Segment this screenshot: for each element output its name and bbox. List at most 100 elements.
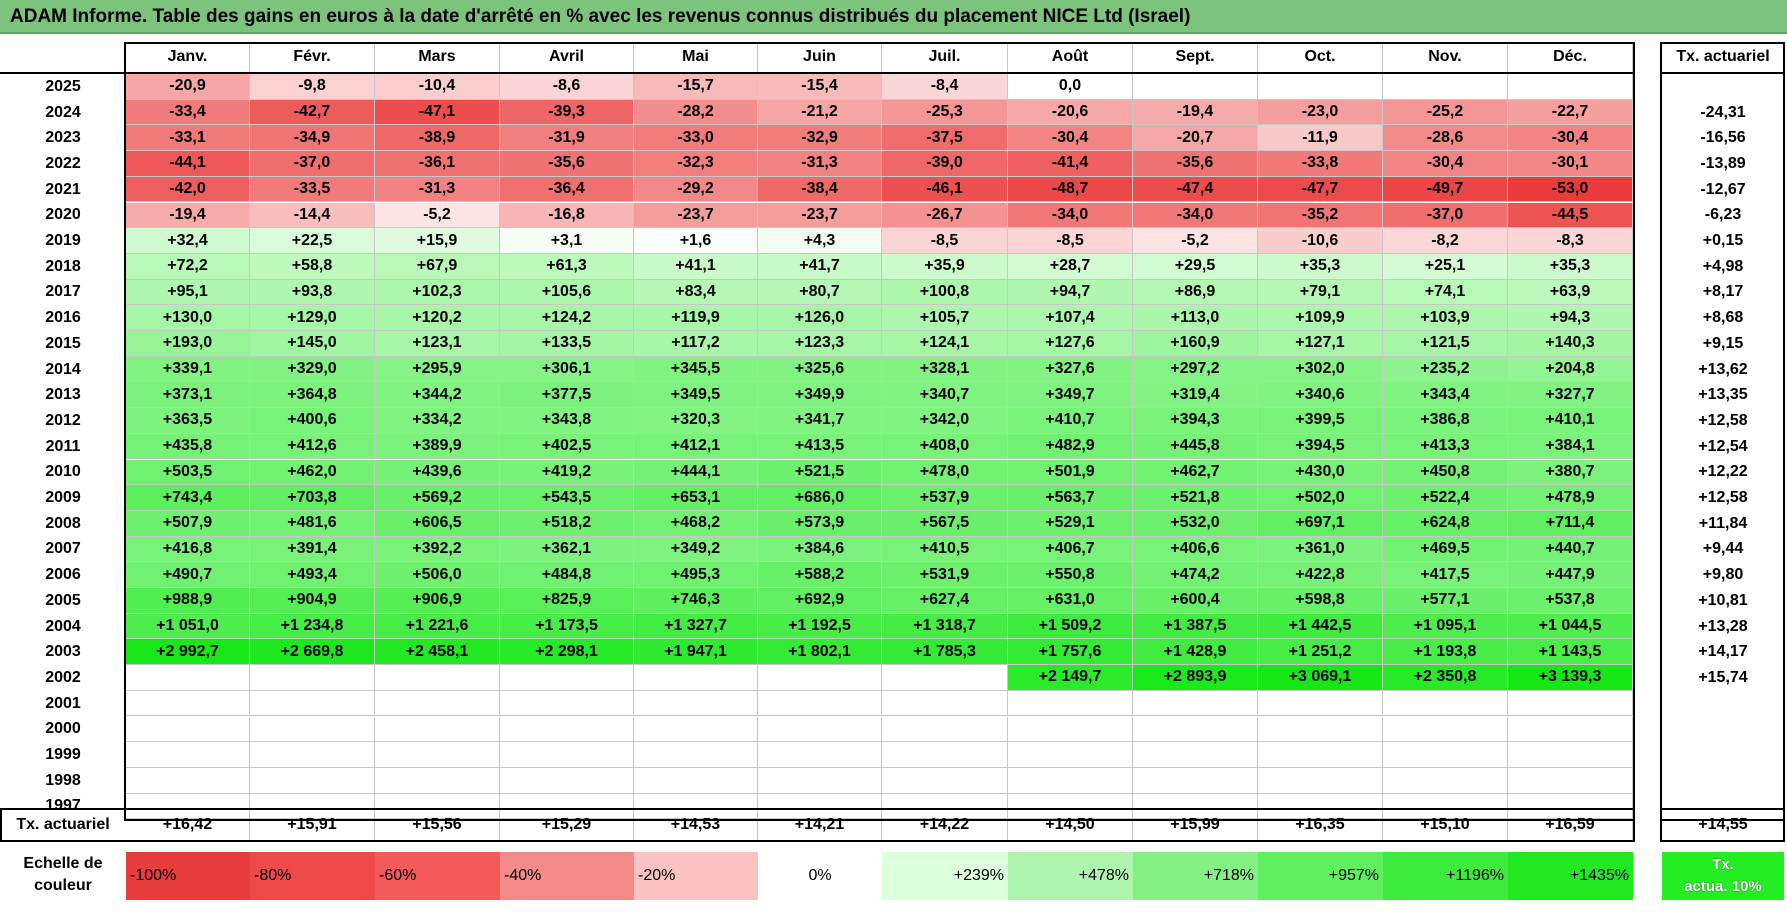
table-cell[interactable]: +598,8 [1258,588,1383,614]
table-cell[interactable]: +3,1 [500,228,634,254]
table-cell[interactable] [1133,767,1258,794]
table-cell[interactable]: -33,0 [634,125,758,152]
table-cell[interactable] [634,716,758,743]
table-cell[interactable] [882,665,1008,691]
table-cell[interactable]: +746,3 [634,588,758,614]
table-cell[interactable] [1258,793,1383,820]
table-cell[interactable]: -31,3 [758,151,882,177]
table-cell[interactable]: +63,9 [1508,279,1633,306]
table-cell[interactable]: +133,5 [500,331,634,357]
table-cell[interactable]: +204,8 [1508,356,1633,383]
table-cell[interactable] [126,742,250,768]
table-cell[interactable]: +462,7 [1133,459,1258,486]
table-cell[interactable]: +495,3 [634,562,758,588]
table-cell[interactable]: +1 221,6 [375,613,500,640]
table-cell[interactable] [1383,74,1508,100]
table-cell[interactable]: +80,7 [758,279,882,306]
table-cell[interactable]: +306,1 [500,356,634,383]
table-cell[interactable]: +72,2 [126,253,250,280]
table-cell[interactable]: -49,7 [1383,176,1508,203]
table-cell[interactable] [882,742,1008,768]
table-cell[interactable] [1508,74,1633,100]
table-cell[interactable]: +349,9 [758,382,882,409]
table-cell[interactable]: +28,7 [1008,253,1133,280]
table-cell[interactable]: +394,3 [1133,408,1258,434]
table-cell[interactable]: +93,8 [250,279,375,306]
table-cell[interactable] [1133,742,1258,768]
table-cell[interactable]: +410,1 [1508,408,1633,434]
table-cell[interactable]: +361,0 [1258,536,1383,563]
table-cell[interactable]: -8,3 [1508,228,1633,254]
table-cell[interactable]: +588,2 [758,562,882,588]
table-cell[interactable] [1133,793,1258,820]
table-cell[interactable]: +394,5 [1258,433,1383,460]
table-cell[interactable]: -19,4 [126,202,250,229]
table-cell[interactable]: +537,9 [882,485,1008,511]
table-cell[interactable]: +573,9 [758,510,882,537]
table-cell[interactable]: +328,1 [882,356,1008,383]
table-cell[interactable]: +25,1 [1383,253,1508,280]
table-cell[interactable]: +422,8 [1258,562,1383,588]
table-cell[interactable]: +386,8 [1383,408,1508,434]
table-cell[interactable] [375,690,500,717]
table-cell[interactable] [1258,716,1383,743]
table-cell[interactable] [250,793,375,820]
table-cell[interactable] [1508,793,1633,820]
table-cell[interactable]: +412,6 [250,433,375,460]
table-cell[interactable]: +481,6 [250,510,375,537]
table-cell[interactable] [500,665,634,691]
table-cell[interactable]: +340,7 [882,382,1008,409]
table-cell[interactable]: +600,4 [1133,588,1258,614]
table-cell[interactable]: -36,4 [500,176,634,203]
table-cell[interactable]: +904,9 [250,588,375,614]
table-cell[interactable]: -42,7 [250,99,375,126]
table-cell[interactable]: +94,7 [1008,279,1133,306]
table-cell[interactable]: +402,5 [500,433,634,460]
table-cell[interactable] [1008,793,1133,820]
table-cell[interactable]: +2 992,7 [126,639,250,666]
table-cell[interactable]: +490,7 [126,562,250,588]
table-cell[interactable]: +469,5 [1383,536,1508,563]
table-cell[interactable]: +743,4 [126,485,250,511]
table-cell[interactable]: +295,9 [375,356,500,383]
table-cell[interactable] [634,742,758,768]
table-cell[interactable]: +410,7 [1008,408,1133,434]
table-cell[interactable]: -15,7 [634,74,758,100]
table-cell[interactable]: +67,9 [375,253,500,280]
table-cell[interactable]: +577,1 [1383,588,1508,614]
table-cell[interactable] [1383,767,1508,794]
table-cell[interactable]: +302,0 [1258,356,1383,383]
table-cell[interactable] [126,793,250,820]
table-cell[interactable]: +1 387,5 [1133,613,1258,640]
table-cell[interactable]: -34,0 [1008,202,1133,229]
table-cell[interactable]: -8,4 [882,74,1008,100]
table-cell[interactable]: +550,8 [1008,562,1133,588]
table-cell[interactable]: +430,0 [1258,459,1383,486]
table-cell[interactable]: -33,8 [1258,151,1383,177]
table-cell[interactable]: -23,0 [1258,99,1383,126]
table-cell[interactable] [1008,742,1133,768]
table-cell[interactable]: +1 785,3 [882,639,1008,666]
table-cell[interactable]: +906,9 [375,588,500,614]
table-cell[interactable]: -8,6 [500,74,634,100]
table-cell[interactable]: -41,4 [1008,151,1133,177]
table-cell[interactable]: -53,0 [1508,176,1633,203]
table-cell[interactable]: +478,0 [882,459,1008,486]
table-cell[interactable]: +711,4 [1508,510,1633,537]
table-cell[interactable]: -8,5 [1008,228,1133,254]
table-cell[interactable]: -38,4 [758,176,882,203]
table-cell[interactable]: +349,5 [634,382,758,409]
table-cell[interactable]: -37,0 [250,151,375,177]
table-cell[interactable]: +825,9 [500,588,634,614]
table-cell[interactable]: -46,1 [882,176,1008,203]
table-cell[interactable] [126,716,250,743]
table-cell[interactable]: +503,5 [126,459,250,486]
table-cell[interactable]: -30,4 [1383,151,1508,177]
table-cell[interactable]: +127,1 [1258,331,1383,357]
table-cell[interactable]: 0,0 [1008,74,1133,100]
table-cell[interactable]: -35,6 [500,151,634,177]
table-cell[interactable]: +501,9 [1008,459,1133,486]
table-cell[interactable] [882,690,1008,717]
table-cell[interactable]: +319,4 [1133,382,1258,409]
table-cell[interactable]: +384,1 [1508,433,1633,460]
